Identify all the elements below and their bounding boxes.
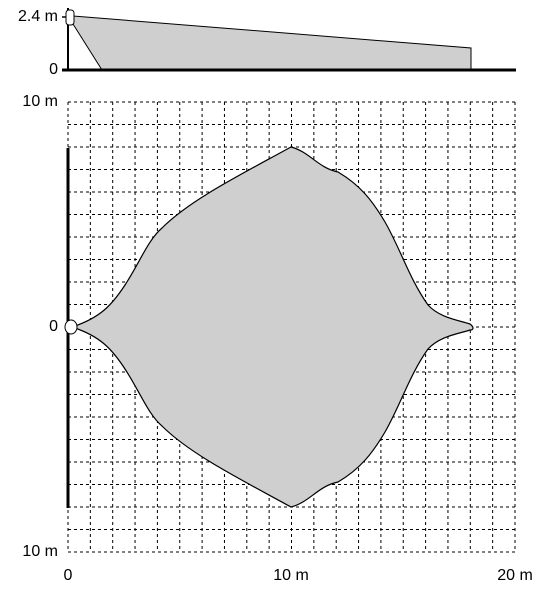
sensor-top bbox=[64, 319, 78, 335]
x-label: 20 m bbox=[497, 567, 533, 584]
y-label: 10 m bbox=[22, 543, 58, 560]
side-coverage bbox=[72, 15, 472, 71]
x-label: 0 bbox=[64, 567, 73, 584]
height-label: 2.4 m bbox=[18, 8, 58, 25]
y-label: 10 m bbox=[22, 93, 58, 110]
x-label: 10 m bbox=[273, 567, 309, 584]
zero-label: 0 bbox=[49, 61, 58, 78]
y-label: 0 bbox=[49, 318, 58, 335]
sensor-side bbox=[65, 9, 75, 26]
top-coverage bbox=[70, 146, 474, 508]
